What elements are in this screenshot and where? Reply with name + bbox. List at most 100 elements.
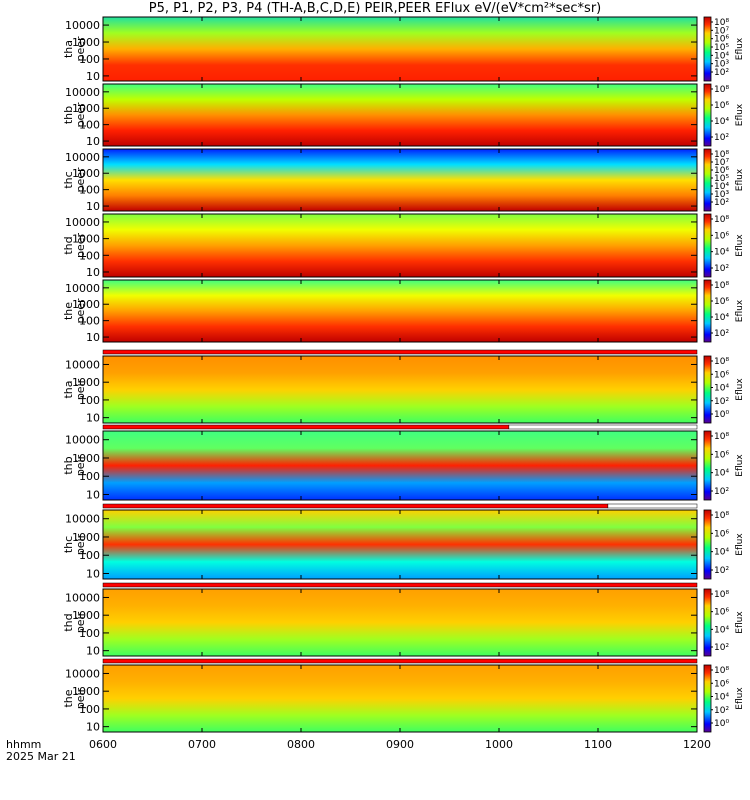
colorbar-label: Eflux bbox=[735, 37, 745, 60]
colorbar-tick-label: 10⁶ bbox=[714, 370, 729, 380]
panel-probe-label: thd bbox=[62, 613, 75, 631]
y-tick-label: 100 bbox=[79, 394, 100, 407]
x-tick-label: 1100 bbox=[584, 738, 612, 751]
y-tick-label: 10 bbox=[86, 721, 100, 734]
panel-species-label: peer bbox=[74, 102, 87, 128]
y-tick-label: 100 bbox=[79, 249, 100, 262]
status-segment-red bbox=[102, 503, 609, 509]
colorbar-tick-label: 10⁸ bbox=[714, 150, 729, 160]
panel-species-label: peir bbox=[74, 687, 87, 709]
panel-probe-label: thc bbox=[62, 171, 75, 188]
colorbar-tick-label: 10² bbox=[714, 397, 729, 407]
x-tick-label: 0800 bbox=[287, 738, 315, 751]
y-tick-label: 100 bbox=[79, 119, 100, 132]
panel-thc-peer: 10000 1000 100 10 thc peer 10⁸10⁷10⁶10⁵10⁴10³1… bbox=[62, 148, 745, 213]
plot-title: P5, P1, P2, P3, P4 (TH-A,B,C,D,E) PEIR,P… bbox=[148, 1, 602, 16]
time-axis-date: 2025 Mar 21 bbox=[6, 750, 76, 763]
y-tick-label: 10000 bbox=[65, 513, 100, 526]
panel-the-peir: 10000 1000 100 10 the peir 10⁸ 10⁶ 10⁴ 10² 10⁰ Eflu… bbox=[62, 664, 745, 734]
panel-species-label: peir bbox=[74, 533, 87, 555]
y-tick-label: 100 bbox=[79, 184, 100, 197]
colorbar-tick-label: 10² bbox=[714, 566, 729, 576]
colorbar-tick-label: 10⁴ bbox=[714, 693, 729, 703]
y-tick-label: 10 bbox=[86, 489, 100, 502]
colorbar-tick-label: 10⁶ bbox=[714, 529, 729, 539]
panel-probe-label: thb bbox=[62, 106, 75, 124]
y-tick-label: 10000 bbox=[65, 216, 100, 229]
y-tick-label: 10000 bbox=[65, 591, 100, 604]
colorbar bbox=[703, 148, 712, 212]
panel-thc-peir: 10000 1000 100 10 thc peir 10⁸ 10⁶ 10⁴ 10² Eflux bbox=[62, 509, 745, 581]
colorbar-tick-label: 10⁰ bbox=[714, 719, 729, 729]
panel-tha-peir: 10000 1000 100 10 tha peir 10⁸ 10⁶ 10⁴ 10² 10⁰ Eflu… bbox=[62, 355, 745, 425]
y-tick-label: 100 bbox=[79, 470, 100, 483]
x-tick-label: 0900 bbox=[386, 738, 414, 751]
colorbar-tick-label: 10² bbox=[714, 706, 729, 716]
panel-the-peer: 10000 1000 100 10 the peer 10⁸ 10⁶ 10⁴ 10² Eflux bbox=[62, 279, 745, 344]
y-tick-label: 10 bbox=[86, 266, 100, 279]
colorbar bbox=[703, 279, 712, 343]
y-tick-label: 10 bbox=[86, 135, 100, 148]
colorbar-tick-label: 10³ bbox=[714, 60, 729, 70]
spectrogram-area bbox=[103, 431, 697, 500]
y-tick-label: 1000 bbox=[72, 298, 100, 311]
colorbar bbox=[703, 664, 712, 733]
colorbar-tick-label: 10² bbox=[714, 264, 729, 274]
spectrogram-area bbox=[103, 589, 697, 656]
x-tick-label: 1200 bbox=[683, 738, 711, 751]
y-tick-label: 1000 bbox=[72, 685, 100, 698]
panel-probe-label: thd bbox=[62, 236, 75, 254]
colorbar bbox=[703, 213, 712, 278]
colorbar bbox=[703, 355, 712, 424]
y-tick-label: 10000 bbox=[65, 667, 100, 680]
y-tick-label: 1000 bbox=[72, 452, 100, 465]
x-tick-label: 1000 bbox=[485, 738, 513, 751]
colorbar-tick-label: 10² bbox=[714, 329, 729, 339]
colorbar-tick-label: 10⁴ bbox=[714, 469, 729, 479]
status-bar bbox=[102, 658, 698, 664]
spectrogram-area bbox=[103, 84, 697, 146]
y-tick-label: 10 bbox=[86, 200, 100, 213]
panel-species-label: peer bbox=[74, 167, 87, 193]
colorbar-tick-label: 10⁴ bbox=[714, 182, 729, 192]
y-tick-label: 10 bbox=[86, 70, 100, 83]
colorbar bbox=[703, 16, 712, 82]
colorbar-tick-label: 10⁴ bbox=[714, 625, 729, 635]
colorbar-label: Eflux bbox=[735, 299, 745, 322]
colorbar-tick-label: 10⁶ bbox=[714, 166, 729, 176]
y-tick-label: 10 bbox=[86, 645, 100, 658]
colorbar-tick-label: 10⁸ bbox=[714, 215, 729, 225]
y-tick-label: 1000 bbox=[72, 531, 100, 544]
colorbar-tick-label: 10⁵ bbox=[714, 174, 729, 184]
colorbar-label: Eflux bbox=[735, 454, 745, 477]
y-tick-label: 10 bbox=[86, 568, 100, 581]
y-tick-label: 10000 bbox=[65, 86, 100, 99]
panel-species-label: peer bbox=[74, 36, 87, 62]
colorbar-tick-label: 10⁴ bbox=[714, 548, 729, 558]
colorbar bbox=[703, 83, 712, 147]
colorbar-tick-label: 10⁴ bbox=[714, 51, 729, 61]
colorbar-tick-label: 10⁸ bbox=[714, 590, 729, 600]
status-segment-red bbox=[102, 424, 510, 430]
colorbar-label: Eflux bbox=[735, 168, 745, 191]
colorbar-tick-label: 10⁸ bbox=[714, 666, 729, 676]
panel-probe-label: thb bbox=[62, 456, 75, 474]
y-tick-label: 10000 bbox=[65, 282, 100, 295]
y-tick-label: 1000 bbox=[72, 102, 100, 115]
y-tick-label: 100 bbox=[79, 703, 100, 716]
status-segment-red bbox=[102, 582, 698, 588]
time-axis-unit: hhmm bbox=[6, 738, 42, 751]
status-segment-red bbox=[102, 658, 698, 664]
y-tick-label: 100 bbox=[79, 549, 100, 562]
y-tick-label: 1000 bbox=[72, 36, 100, 49]
colorbar bbox=[703, 588, 712, 657]
colorbar-tick-label: 10⁸ bbox=[714, 357, 729, 367]
colorbar-tick-label: 10⁸ bbox=[714, 432, 729, 442]
spectrogram-area bbox=[103, 510, 697, 579]
colorbar-tick-label: 10² bbox=[714, 487, 729, 497]
panel-thd-peir: 10000 1000 100 10 thd peir 10⁸ 10⁶ 10⁴ 10² Eflux bbox=[62, 588, 745, 658]
status-segment-white bbox=[508, 424, 698, 430]
spectrogram-area bbox=[103, 356, 697, 423]
